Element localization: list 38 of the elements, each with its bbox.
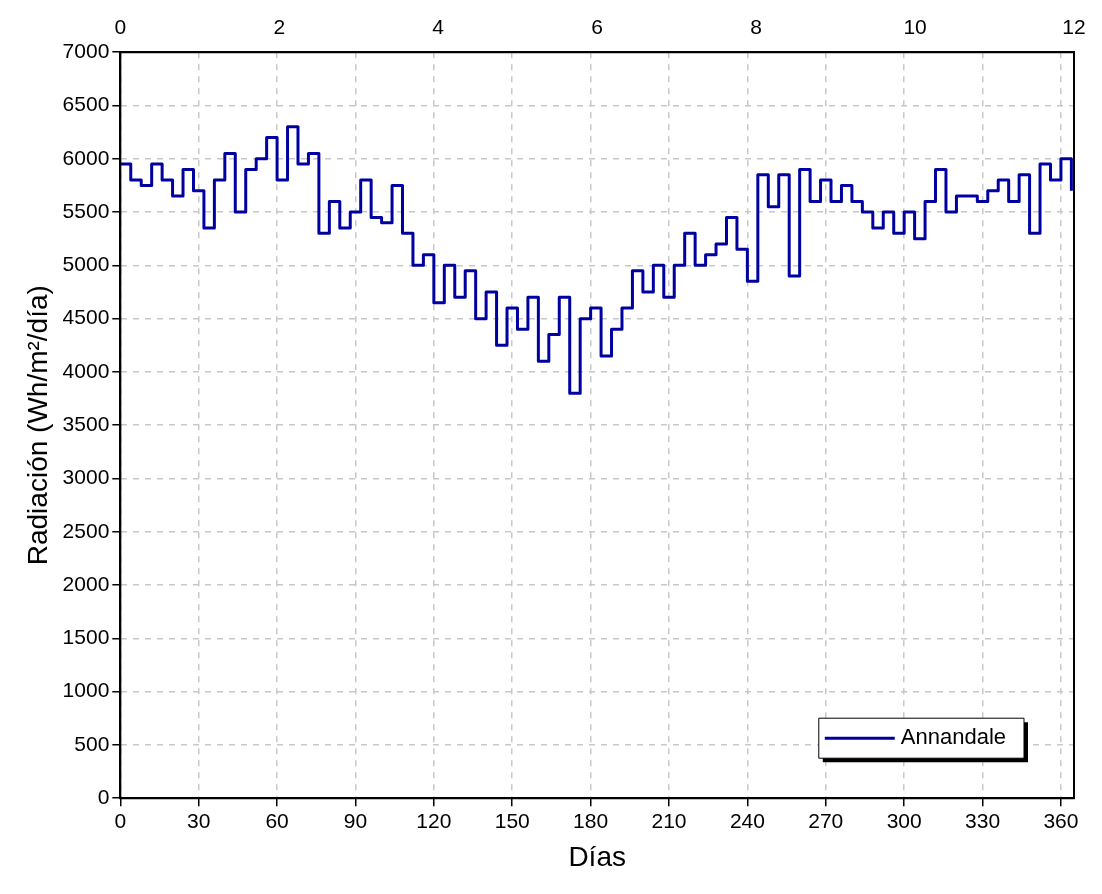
x-tick-label: 0 xyxy=(114,808,127,832)
y-axis-title: Radiación (Wh/m²/día) xyxy=(21,285,53,566)
x2-tick-label: 8 xyxy=(750,15,762,39)
y-tick-label: 4000 xyxy=(62,358,110,382)
x2-tick-label: 0 xyxy=(114,15,127,39)
y-tick-label: 500 xyxy=(74,731,110,755)
y-tick-label: 2000 xyxy=(62,571,110,595)
y-tick-label: 1500 xyxy=(62,625,110,649)
x-axis-title: Días xyxy=(568,840,626,872)
y-tick-label: 2500 xyxy=(62,518,110,542)
y-tick-label: 4500 xyxy=(62,305,110,329)
x-tick-label: 90 xyxy=(343,808,368,832)
x-tick-label: 180 xyxy=(573,808,609,832)
x-tick-label: 360 xyxy=(1043,808,1079,832)
x-tick-label: 150 xyxy=(494,808,530,832)
y-tick-label: 0 xyxy=(97,785,110,808)
x2-tick-label: 4 xyxy=(432,15,445,39)
x-tick-label: 120 xyxy=(416,808,452,832)
x2-tick-label: 10 xyxy=(903,15,927,39)
x-tick-label: 300 xyxy=(886,808,922,832)
y-tick-label: 6000 xyxy=(62,145,110,169)
x2-tick-label: 2 xyxy=(273,15,286,39)
x-tick-label: 30 xyxy=(187,808,211,832)
x-tick-label: 210 xyxy=(651,808,687,832)
y-tick-label: 1000 xyxy=(62,678,110,702)
y-tick-label: 7000 xyxy=(62,39,110,62)
x-tick-label: 330 xyxy=(965,808,1001,832)
x-tick-label: 240 xyxy=(729,808,765,832)
y-tick-label: 3000 xyxy=(62,465,110,489)
y-tick-label: 3500 xyxy=(62,412,110,435)
x2-tick-label: 6 xyxy=(591,15,603,39)
y-tick-label: 5000 xyxy=(62,252,110,276)
y-tick-label: 6500 xyxy=(62,92,110,116)
x-tick-label: 270 xyxy=(808,808,844,832)
y-tick-label: 5500 xyxy=(62,198,110,222)
x-tick-label: 60 xyxy=(265,808,289,832)
legend-label: Annandale xyxy=(900,724,1007,750)
x2-tick-label: 12 xyxy=(1062,15,1086,39)
